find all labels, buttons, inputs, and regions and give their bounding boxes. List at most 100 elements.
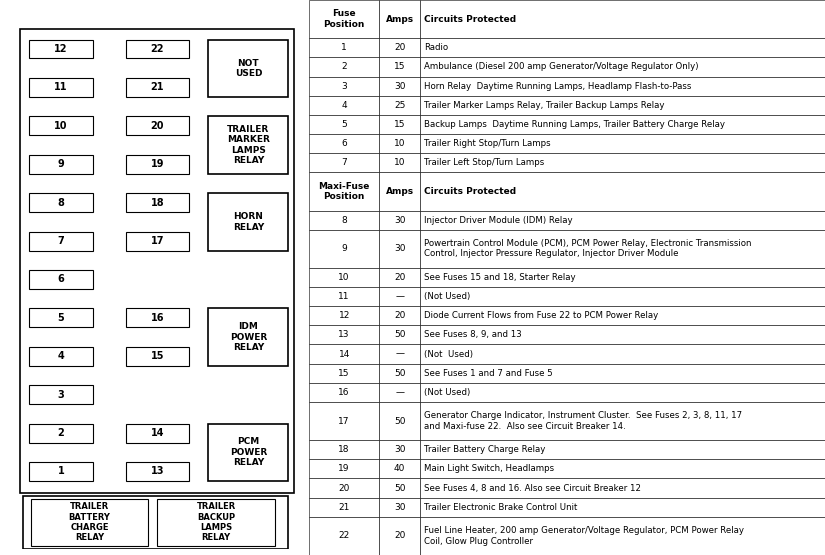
Bar bbox=[125, 39, 189, 58]
Bar bbox=[21, 29, 295, 493]
Text: Trailer Electronic Brake Control Unit: Trailer Electronic Brake Control Unit bbox=[424, 503, 578, 512]
Bar bbox=[309, 95, 379, 115]
Text: 2: 2 bbox=[58, 428, 64, 438]
Bar bbox=[30, 117, 92, 135]
Text: 15: 15 bbox=[394, 63, 405, 72]
Text: Injector Driver Module (IDM) Relay: Injector Driver Module (IDM) Relay bbox=[424, 215, 573, 225]
Bar bbox=[379, 95, 420, 115]
Bar bbox=[309, 77, 379, 95]
Bar bbox=[379, 402, 420, 440]
Text: 12: 12 bbox=[54, 44, 68, 54]
Bar bbox=[209, 39, 288, 97]
Bar bbox=[209, 423, 288, 481]
Text: 17: 17 bbox=[150, 236, 164, 246]
Bar bbox=[125, 193, 189, 212]
Bar bbox=[309, 287, 379, 306]
Bar bbox=[125, 309, 189, 327]
Text: 15: 15 bbox=[394, 120, 405, 129]
Text: See Fuses 4, 8 and 16. Also see Circuit Breaker 12: See Fuses 4, 8 and 16. Also see Circuit … bbox=[424, 483, 641, 492]
Text: 9: 9 bbox=[342, 244, 347, 253]
Bar bbox=[309, 402, 379, 440]
Text: 15: 15 bbox=[150, 351, 164, 361]
Text: 11: 11 bbox=[54, 83, 68, 93]
Bar bbox=[420, 210, 825, 230]
Text: 18: 18 bbox=[338, 445, 350, 454]
Bar bbox=[309, 517, 379, 555]
Text: Main Light Switch, Headlamps: Main Light Switch, Headlamps bbox=[424, 465, 554, 473]
Bar bbox=[31, 499, 148, 546]
Bar bbox=[30, 78, 92, 97]
Bar bbox=[379, 172, 420, 210]
Bar bbox=[420, 498, 825, 517]
Text: Trailer Right Stop/Turn Lamps: Trailer Right Stop/Turn Lamps bbox=[424, 139, 551, 148]
Bar bbox=[379, 517, 420, 555]
Text: 22: 22 bbox=[150, 44, 164, 54]
Text: 21: 21 bbox=[150, 83, 164, 93]
Text: PCM
POWER
RELAY: PCM POWER RELAY bbox=[230, 437, 267, 467]
Text: See Fuses 15 and 18, Starter Relay: See Fuses 15 and 18, Starter Relay bbox=[424, 273, 576, 282]
Text: Fuse
Position: Fuse Position bbox=[323, 9, 365, 29]
Text: Amps: Amps bbox=[385, 14, 413, 24]
Text: Circuits Protected: Circuits Protected bbox=[424, 187, 516, 196]
Bar bbox=[379, 115, 420, 134]
Bar bbox=[209, 309, 288, 366]
Bar bbox=[309, 383, 379, 402]
Bar bbox=[209, 117, 288, 174]
Text: 10: 10 bbox=[394, 158, 405, 167]
Bar bbox=[379, 210, 420, 230]
Bar bbox=[309, 306, 379, 325]
Text: 9: 9 bbox=[58, 159, 64, 169]
Bar bbox=[379, 478, 420, 498]
Text: 17: 17 bbox=[338, 417, 350, 426]
Text: See Fuses 1 and 7 and Fuse 5: See Fuses 1 and 7 and Fuse 5 bbox=[424, 369, 553, 378]
Text: 6: 6 bbox=[342, 139, 347, 148]
Text: HORN
RELAY: HORN RELAY bbox=[233, 212, 264, 231]
Text: 20: 20 bbox=[394, 43, 405, 52]
Text: 13: 13 bbox=[150, 467, 164, 477]
Bar bbox=[125, 155, 189, 174]
Text: 30: 30 bbox=[394, 445, 405, 454]
Bar bbox=[420, 440, 825, 460]
Text: 25: 25 bbox=[394, 101, 405, 110]
Text: —: — bbox=[395, 350, 404, 359]
Bar bbox=[30, 155, 92, 174]
Bar bbox=[309, 440, 379, 460]
Bar bbox=[309, 230, 379, 268]
Text: (Not Used): (Not Used) bbox=[424, 292, 470, 301]
Bar bbox=[30, 39, 92, 58]
Text: 30: 30 bbox=[394, 503, 405, 512]
Text: Amps: Amps bbox=[385, 187, 413, 196]
Bar bbox=[420, 383, 825, 402]
Bar bbox=[420, 460, 825, 478]
Text: Trailer Battery Charge Relay: Trailer Battery Charge Relay bbox=[424, 445, 545, 454]
Text: 50: 50 bbox=[394, 483, 405, 492]
Bar bbox=[420, 95, 825, 115]
Bar bbox=[379, 134, 420, 153]
Bar bbox=[309, 345, 379, 364]
Text: Powertrain Control Module (PCM), PCM Power Relay, Electronic Transmission
Contro: Powertrain Control Module (PCM), PCM Pow… bbox=[424, 239, 752, 259]
Text: 14: 14 bbox=[150, 428, 164, 438]
Bar bbox=[420, 134, 825, 153]
Bar bbox=[309, 0, 379, 38]
Text: TRAILER
BACKUP
LAMPS
RELAY: TRAILER BACKUP LAMPS RELAY bbox=[196, 502, 236, 542]
Text: 20: 20 bbox=[394, 273, 405, 282]
Bar bbox=[309, 210, 379, 230]
Bar bbox=[420, 517, 825, 555]
Bar bbox=[420, 0, 825, 38]
Text: 10: 10 bbox=[394, 139, 405, 148]
Text: Radio: Radio bbox=[424, 43, 449, 52]
Text: 19: 19 bbox=[338, 465, 350, 473]
Bar bbox=[379, 306, 420, 325]
Bar bbox=[420, 402, 825, 440]
Bar bbox=[420, 287, 825, 306]
Bar bbox=[125, 78, 189, 97]
Bar bbox=[309, 38, 379, 57]
Text: (Not Used): (Not Used) bbox=[424, 388, 470, 397]
Text: 1: 1 bbox=[342, 43, 347, 52]
Bar bbox=[309, 172, 379, 210]
Text: 14: 14 bbox=[338, 350, 350, 359]
Text: 50: 50 bbox=[394, 330, 405, 340]
Bar bbox=[125, 423, 189, 442]
Bar bbox=[30, 193, 92, 212]
Bar bbox=[30, 385, 92, 404]
